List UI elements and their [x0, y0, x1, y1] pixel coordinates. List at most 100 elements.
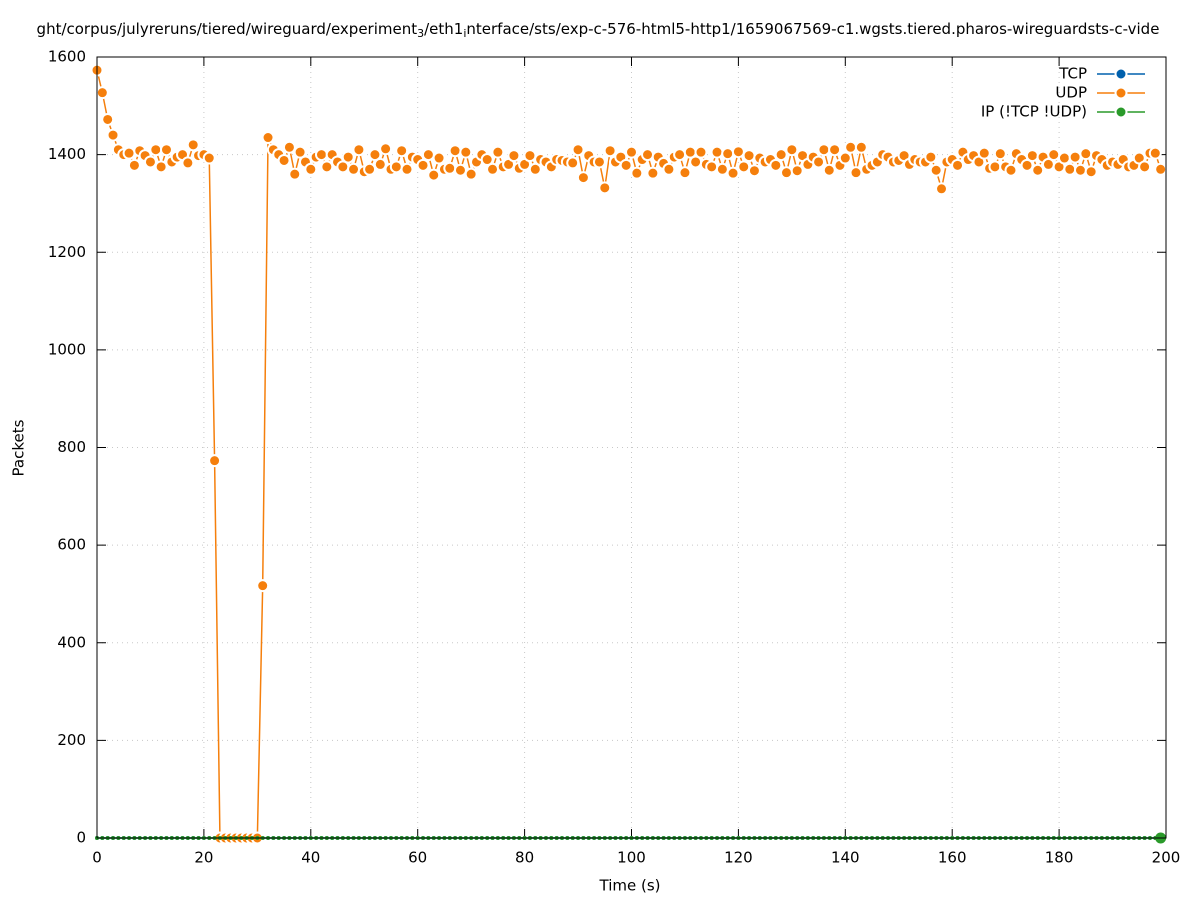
data-point — [486, 162, 500, 176]
data-point — [1031, 163, 1045, 177]
series-line — [96, 70, 1162, 839]
y-tick-label: 800 — [57, 438, 86, 456]
data-point — [812, 155, 826, 169]
data-point — [282, 140, 296, 154]
data-point — [726, 166, 740, 180]
data-point — [314, 148, 328, 162]
data-point — [715, 162, 729, 176]
x-tick-label: 0 — [92, 849, 102, 867]
data-point — [993, 147, 1007, 161]
plot-frame — [96, 56, 1167, 839]
data-point — [181, 156, 195, 170]
data-point — [293, 145, 307, 159]
data-point — [662, 162, 676, 176]
data-point — [1025, 149, 1039, 163]
data-point — [459, 145, 473, 159]
y-tick-label: 200 — [57, 731, 86, 749]
data-point — [838, 151, 852, 165]
data-point — [1079, 147, 1093, 161]
data-point — [507, 149, 521, 163]
data-point — [576, 171, 590, 185]
data-point — [1148, 146, 1162, 160]
data-point — [373, 157, 387, 171]
data-point — [951, 158, 965, 172]
data-point — [101, 112, 115, 126]
data-point — [673, 148, 687, 162]
data-point — [127, 158, 141, 172]
data-point — [95, 86, 109, 100]
data-point — [828, 143, 842, 157]
data-point — [598, 181, 612, 195]
x-tick-label: 40 — [301, 849, 320, 867]
x-tick-label: 140 — [831, 849, 860, 867]
data-point — [149, 143, 163, 157]
data-point — [347, 162, 361, 176]
data-point — [363, 162, 377, 176]
data-point — [277, 153, 291, 167]
y-axis-label: Packets — [10, 419, 28, 476]
data-point — [288, 167, 302, 181]
data-point — [742, 149, 756, 163]
x-tick-label: 120 — [724, 849, 753, 867]
data-point — [208, 454, 222, 468]
data-point — [625, 145, 638, 159]
title-subscript: i — [463, 27, 466, 40]
legend-label: UDP — [1055, 84, 1087, 102]
data-point — [1073, 163, 1087, 177]
x-tick-label: 80 — [515, 849, 534, 867]
title-part: ght/corpus/julyreruns/tiered/wireguard/e… — [37, 20, 418, 38]
data-point — [1020, 158, 1034, 172]
data-point — [774, 148, 788, 162]
data-point — [1057, 151, 1071, 165]
x-tick-label: 100 — [617, 849, 646, 867]
data-point — [817, 143, 831, 157]
data-point — [106, 128, 120, 142]
data-point — [1138, 160, 1152, 174]
y-tick-label: 1200 — [48, 243, 86, 261]
legend-marker — [1114, 105, 1128, 119]
data-point — [780, 166, 794, 180]
data-point — [747, 164, 761, 178]
legend-label: IP (!TCP !UDP) — [981, 103, 1087, 121]
x-axis-label: Time (s) — [599, 877, 661, 895]
data-point — [646, 166, 660, 180]
data-point — [421, 148, 435, 162]
data-point — [448, 144, 462, 158]
data-point — [304, 162, 318, 176]
data-point — [603, 144, 617, 158]
data-point — [822, 163, 836, 177]
data-point — [641, 148, 655, 162]
data-point — [721, 147, 735, 161]
data-point — [1047, 148, 1061, 162]
x-tick-label: 20 — [194, 849, 213, 867]
data-point — [491, 145, 505, 159]
x-tick-label: 180 — [1045, 849, 1074, 867]
legend-marker — [1114, 86, 1128, 100]
data-point — [443, 161, 457, 175]
data-point — [261, 131, 275, 145]
data-point — [1068, 150, 1082, 164]
data-point — [122, 146, 136, 160]
data-point — [710, 145, 724, 159]
data-point — [929, 163, 943, 177]
plot-area — [90, 63, 1168, 845]
legend-label: TCP — [1058, 65, 1087, 83]
chart-title: ght/corpus/julyreruns/tiered/wireguard/e… — [37, 20, 1160, 41]
data-point — [416, 158, 430, 172]
x-tick-label: 160 — [938, 849, 967, 867]
data-point — [256, 579, 270, 593]
data-point — [523, 149, 537, 163]
data-point — [453, 163, 467, 177]
data-point — [630, 166, 644, 180]
data-point — [427, 168, 441, 182]
y-tick-label: 400 — [57, 633, 86, 651]
x-tick-label: 60 — [408, 849, 427, 867]
x-tick-label: 200 — [1152, 849, 1181, 867]
data-point — [432, 151, 446, 165]
data-point — [844, 140, 858, 154]
data-point — [790, 164, 804, 178]
title-part: nterface/sts/exp-c-576-html5-http1/16590… — [466, 20, 1159, 38]
data-point — [389, 160, 403, 174]
